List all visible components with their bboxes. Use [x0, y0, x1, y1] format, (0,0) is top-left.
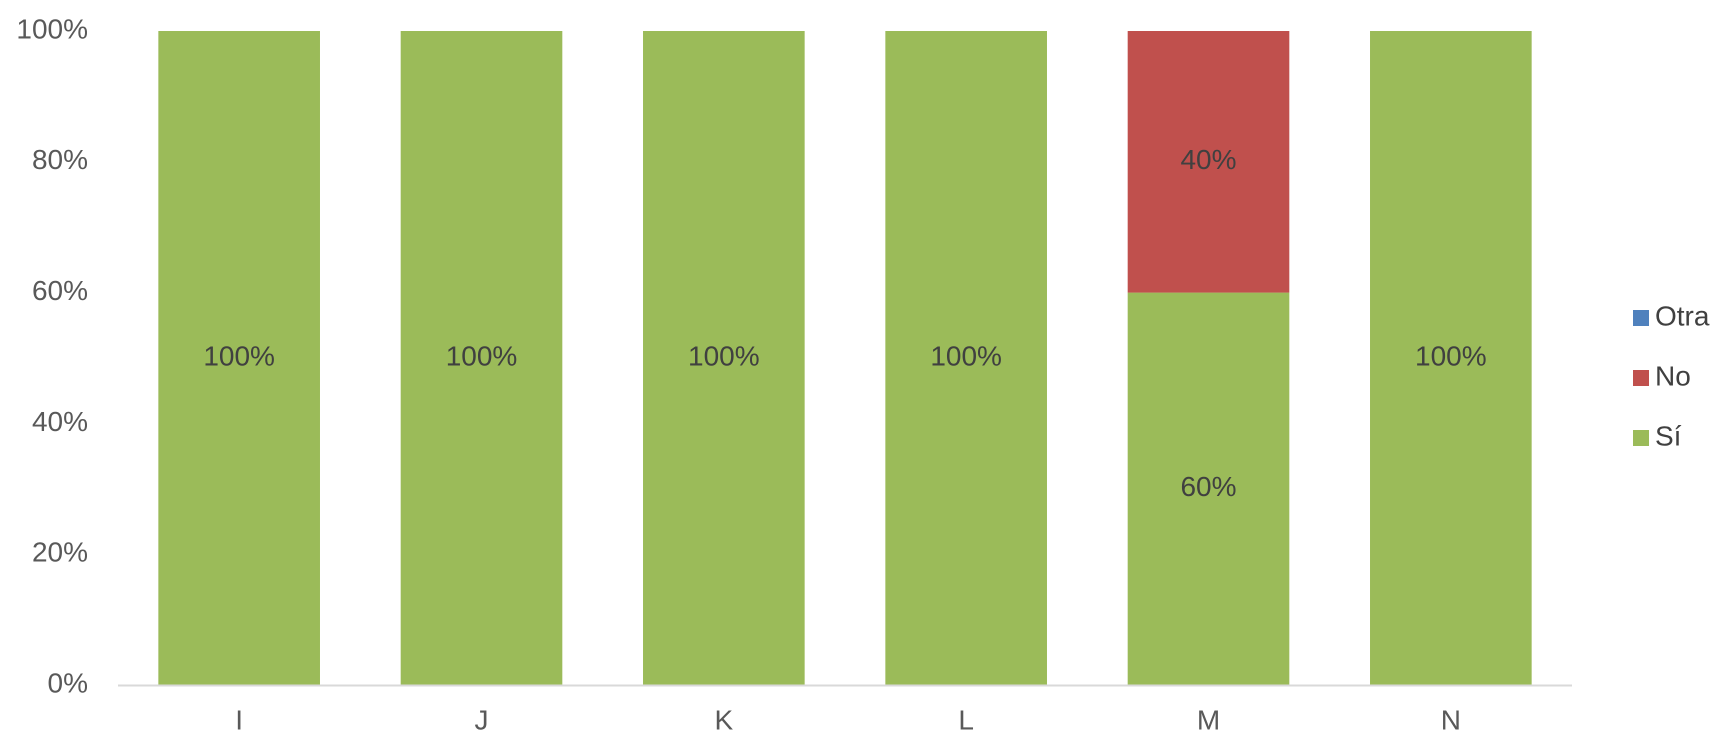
data-label: 100% — [930, 340, 1002, 371]
y-tick-label: 100% — [16, 13, 88, 44]
x-category-label: I — [235, 704, 243, 735]
y-tick-label: 40% — [32, 406, 88, 437]
data-label: 60% — [1180, 471, 1236, 502]
bar-segment-I-Sí — [158, 31, 320, 685]
legend: Otra No Sí — [1633, 300, 1710, 451]
bar-segment-K-Sí — [643, 31, 805, 685]
data-labels: 100% 100% 100% 100% 60% 40% 100% — [203, 144, 1486, 502]
data-label: 40% — [1180, 144, 1236, 175]
bar-segment-J-Sí — [400, 31, 563, 685]
x-axis-labels: I J K L M N — [235, 704, 1461, 735]
data-label: 100% — [688, 340, 760, 371]
y-axis-ticks: 0% 20% 40% 60% 80% 100% — [16, 13, 88, 698]
legend-label: Otra — [1655, 300, 1710, 331]
y-tick-label: 20% — [32, 537, 88, 568]
legend-swatch-No — [1633, 370, 1649, 386]
data-label: 100% — [1415, 340, 1487, 371]
x-category-label: J — [475, 704, 489, 735]
bar-segment-M-Sí — [1127, 292, 1290, 685]
legend-label: No — [1655, 360, 1691, 391]
y-tick-label: 80% — [32, 144, 88, 175]
legend-swatch-Otra — [1633, 310, 1649, 326]
x-category-label: L — [958, 704, 974, 735]
bar-segment-M-No — [1127, 31, 1290, 293]
bars — [158, 31, 1532, 685]
legend-label: Sí — [1655, 420, 1682, 451]
bar-segment-L-Sí — [885, 31, 1047, 685]
y-tick-label: 60% — [32, 275, 88, 306]
x-category-label: K — [714, 704, 733, 735]
y-tick-label: 0% — [48, 667, 88, 698]
x-category-label: N — [1441, 704, 1461, 735]
bar-segment-N-Sí — [1370, 31, 1532, 685]
data-label: 100% — [446, 340, 518, 371]
data-label: 100% — [203, 340, 275, 371]
legend-swatch-Sí — [1633, 430, 1649, 446]
x-category-label: M — [1197, 704, 1220, 735]
